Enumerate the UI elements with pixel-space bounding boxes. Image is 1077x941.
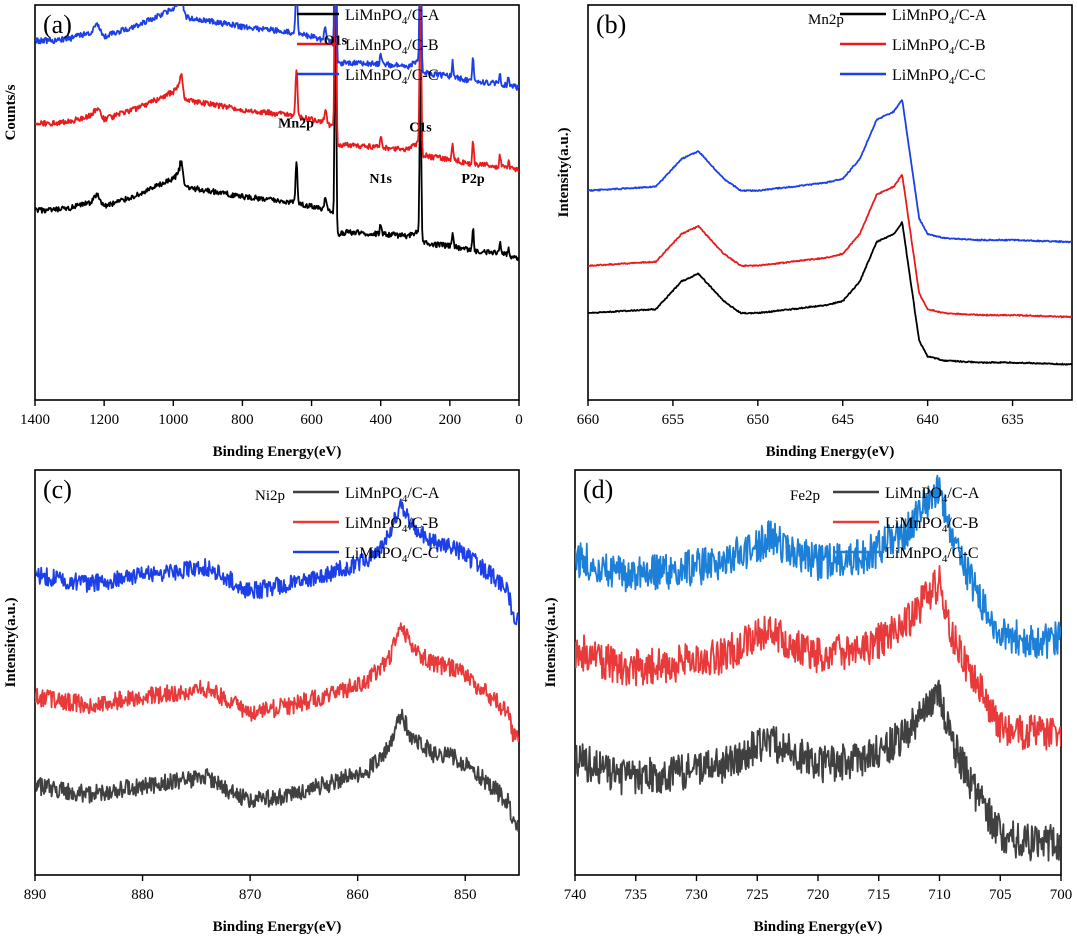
legend-entry: LiMnPO4/C-A bbox=[892, 7, 987, 27]
legend-entry: LiMnPO4/C-A bbox=[345, 485, 440, 505]
series-line-b bbox=[575, 565, 1061, 751]
y-axis-label: Counts/s bbox=[3, 84, 19, 140]
legend-entry: LiMnPO4/C-C bbox=[892, 67, 986, 87]
panel-label: (a) bbox=[43, 10, 72, 39]
y-axis-label: Intensity(a.u.) bbox=[556, 127, 572, 217]
panel-d: 740 735 730 725 720 715 710 705 700 Binding Energ… bbox=[543, 469, 1073, 935]
series-line-a bbox=[575, 679, 1061, 862]
x-tick-label: 1400 bbox=[20, 412, 50, 428]
x-tick-label: 400 bbox=[369, 412, 392, 428]
x-tick-label: 860 bbox=[346, 887, 369, 903]
legend-entry: LiMnPO4/C-B bbox=[892, 37, 986, 57]
x-tick-label: 715 bbox=[868, 887, 891, 903]
y-axis-label: Intensity(a.u.) bbox=[3, 597, 19, 687]
series-line-a bbox=[588, 221, 1072, 366]
x-tick-label: 700 bbox=[1050, 887, 1073, 903]
x-tick-label: 640 bbox=[916, 412, 939, 428]
series-line-a bbox=[35, 5, 519, 261]
legend-entry: LiMnPO4/C-B bbox=[345, 515, 439, 535]
x-tick-label: 705 bbox=[989, 887, 1012, 903]
x-tick-label: 880 bbox=[131, 887, 154, 903]
peak-annotation: P2p bbox=[461, 172, 485, 187]
x-tick-label: 200 bbox=[439, 412, 462, 428]
x-tick-label: 645 bbox=[831, 412, 854, 428]
x-axis-label: Binding Energy(eV) bbox=[213, 919, 342, 935]
x-tick-label: 650 bbox=[747, 412, 770, 428]
legend-entry: LiMnPO4/C-C bbox=[345, 545, 439, 565]
legend-entry: LiMnPO4/C-C bbox=[345, 67, 439, 87]
panel-label: (c) bbox=[43, 475, 72, 504]
x-tick-label: 850 bbox=[454, 887, 477, 903]
x-tick-label: 725 bbox=[746, 887, 769, 903]
series-line-b bbox=[588, 174, 1072, 319]
x-tick-label: 740 bbox=[564, 887, 587, 903]
legend-entry: LiMnPO4/C-A bbox=[885, 485, 980, 505]
series-line-c bbox=[35, 498, 519, 626]
x-tick-label: 600 bbox=[300, 412, 323, 428]
peak-annotation: Mn2p bbox=[278, 116, 314, 131]
x-tick-label: 720 bbox=[807, 887, 830, 903]
series-line-c bbox=[575, 474, 1061, 659]
x-tick-label: 635 bbox=[1001, 412, 1024, 428]
series-line-c bbox=[588, 99, 1072, 244]
legend-entry: LiMnPO4/C-B bbox=[885, 515, 979, 535]
x-tick-label: 890 bbox=[24, 887, 47, 903]
x-tick-label: 735 bbox=[625, 887, 648, 903]
panel-a: 1400 1200 1000 800 600 400 200 0 Binding Energy(… bbox=[3, 4, 523, 460]
x-tick-label: 660 bbox=[577, 412, 600, 428]
x-axis-label: Binding Energy(eV) bbox=[213, 444, 342, 460]
peak-annotation: N1s bbox=[369, 172, 392, 187]
x-axis-label: Binding Energy(eV) bbox=[766, 444, 895, 460]
panel-label: (d) bbox=[583, 475, 613, 504]
series-line-b bbox=[35, 622, 519, 743]
legend-entry: LiMnPO4/C-C bbox=[885, 545, 979, 565]
series-line-a bbox=[35, 708, 519, 833]
panel-b: 660 655 650 645 640 635 Binding Energy(eV) Inte… bbox=[556, 4, 1073, 460]
panel-label: (b) bbox=[596, 10, 626, 39]
x-tick-label: 1200 bbox=[89, 412, 119, 428]
peak-annotation: O1s bbox=[324, 34, 348, 49]
x-tick-label: 655 bbox=[662, 412, 685, 428]
element-label: Ni2p bbox=[255, 488, 285, 504]
y-axis-label: Intensity(a.u.) bbox=[543, 597, 559, 687]
peak-annotation: C1s bbox=[409, 120, 432, 135]
element-label: Fe2p bbox=[790, 488, 820, 504]
series-line-b bbox=[35, 5, 519, 173]
x-tick-label: 0 bbox=[515, 412, 523, 428]
x-tick-label: 1000 bbox=[158, 412, 188, 428]
x-tick-label: 800 bbox=[231, 412, 254, 428]
panel-c: 890 880 870 860 850 Binding Energy(eV) Intensi… bbox=[3, 469, 520, 935]
legend-entry: LiMnPO4/C-A bbox=[345, 7, 440, 27]
plot-frame bbox=[34, 4, 520, 401]
x-tick-label: 870 bbox=[239, 887, 262, 903]
element-label: Mn2p bbox=[808, 12, 844, 28]
plot-frame bbox=[587, 4, 1073, 401]
plot-frame bbox=[34, 469, 520, 876]
x-tick-label: 730 bbox=[685, 887, 708, 903]
series-line-c bbox=[35, 5, 519, 91]
legend-entry: LiMnPO4/C-B bbox=[345, 37, 439, 57]
x-axis-label: Binding Energy(eV) bbox=[754, 919, 883, 935]
x-tick-label: 710 bbox=[928, 887, 951, 903]
